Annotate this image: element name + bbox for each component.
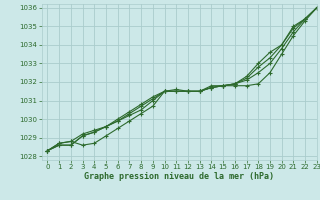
X-axis label: Graphe pression niveau de la mer (hPa): Graphe pression niveau de la mer (hPa) — [84, 172, 274, 181]
